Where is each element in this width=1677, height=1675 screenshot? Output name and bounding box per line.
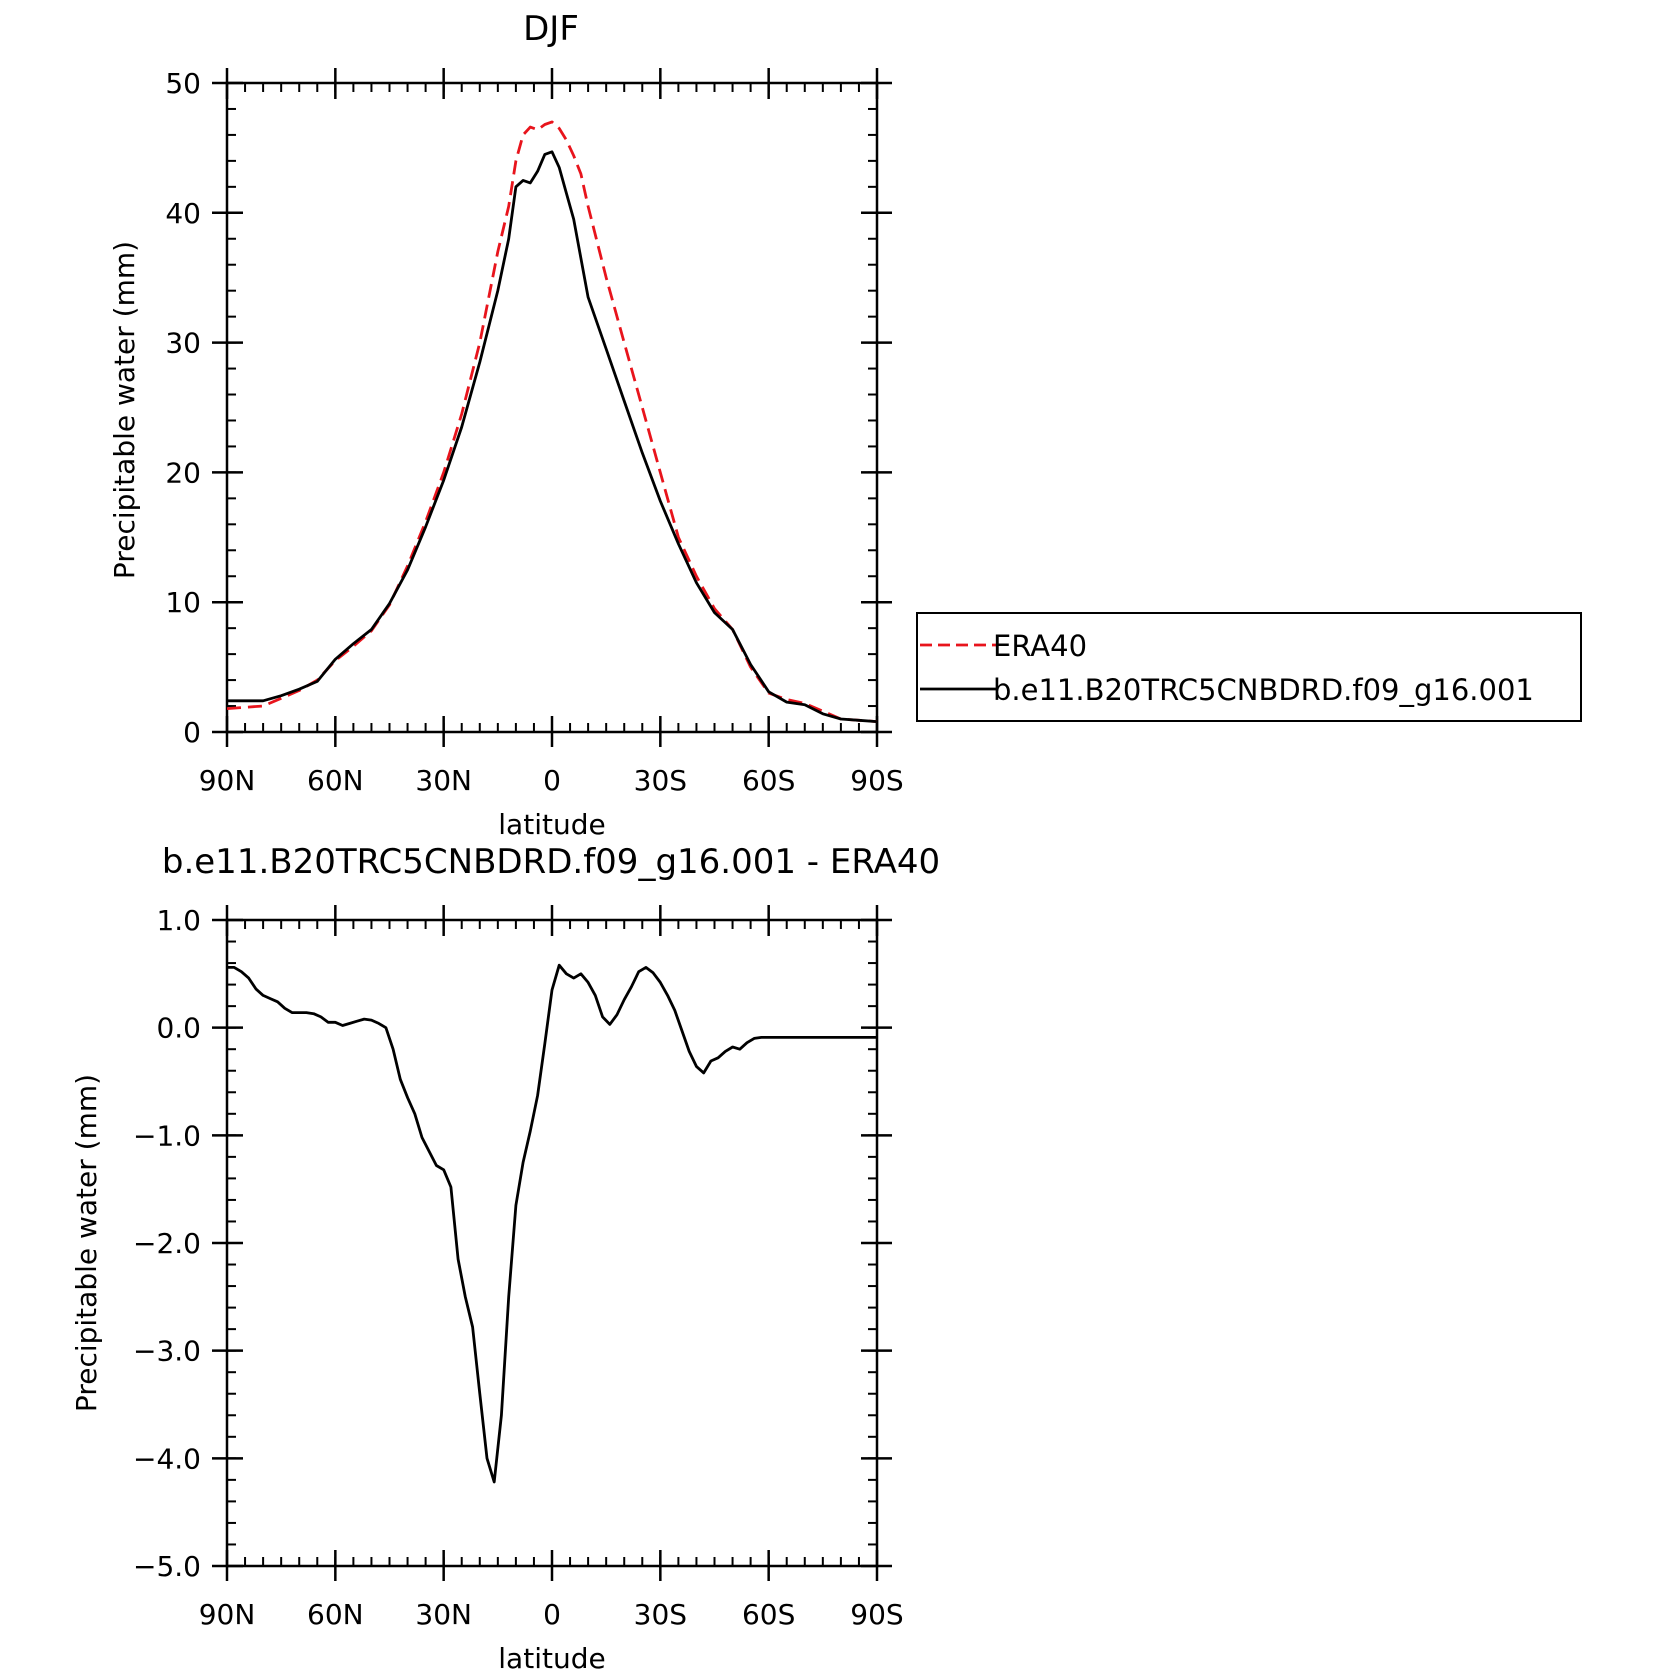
top-panel-title: DJF bbox=[523, 9, 579, 49]
bottom-x-tick-label: 90N bbox=[199, 1598, 256, 1631]
top-plot-frame bbox=[225, 81, 879, 734]
top-y-tick-label: 10 bbox=[165, 586, 201, 619]
legend-label-model: b.e11.B20TRC5CNBDRD.f09_g16.001 bbox=[993, 673, 1534, 707]
top-series-lines bbox=[226, 120, 878, 723]
top-x-tick-label: 30S bbox=[634, 764, 687, 797]
bottom-series-line-difference bbox=[227, 963, 877, 1484]
bottom-ticks bbox=[212, 905, 892, 1581]
top-x-tick-label: 0 bbox=[543, 764, 561, 797]
top-x-tick-label: 60S bbox=[742, 764, 795, 797]
top-y-tick-label: 30 bbox=[165, 327, 201, 360]
bottom-x-tick-label: 60N bbox=[307, 1598, 364, 1631]
bottom-panel: b.e11.B20TRC5CNBDRD.f09_g16.001 - ERA40 … bbox=[70, 842, 940, 1675]
top-series-line-era40 bbox=[226, 120, 878, 723]
bottom-y-tick-label: 1.0 bbox=[156, 904, 201, 937]
top-panel: DJF 90N 60N 30N 0 30S 60S 90S 0 10 20 30 40 50 lati… bbox=[108, 9, 1582, 841]
bottom-y-tick-label: −4.0 bbox=[133, 1442, 201, 1475]
bottom-x-tick-label: 60S bbox=[742, 1598, 795, 1631]
top-x-tick-label: 30N bbox=[415, 764, 472, 797]
top-y-tick-labels: 0 10 20 30 40 50 bbox=[165, 67, 201, 749]
top-y-tick-label: 20 bbox=[165, 456, 201, 489]
bottom-x-tick-label: 0 bbox=[543, 1598, 561, 1631]
top-y-tick-label: 0 bbox=[183, 716, 201, 749]
bottom-panel-title: b.e11.B20TRC5CNBDRD.f09_g16.001 - ERA40 bbox=[162, 842, 940, 882]
bottom-x-tick-label: 30N bbox=[415, 1598, 472, 1631]
top-y-tick-label: 50 bbox=[165, 67, 201, 100]
bottom-x-tick-labels: 90N 60N 30N 0 30S 60S 90S bbox=[199, 1598, 904, 1631]
bottom-y-axis-label: Precipitable water (mm) bbox=[70, 1074, 103, 1412]
top-y-tick-label: 40 bbox=[165, 197, 201, 230]
bottom-y-tick-label: −3.0 bbox=[133, 1335, 201, 1368]
bottom-y-tick-label: −1.0 bbox=[133, 1119, 201, 1152]
top-series-line-model bbox=[227, 150, 878, 723]
bottom-series-lines bbox=[227, 963, 877, 1484]
bottom-x-axis-label: latitude bbox=[498, 1642, 605, 1675]
bottom-x-tick-label: 30S bbox=[634, 1598, 687, 1631]
bottom-y-tick-label: −5.0 bbox=[133, 1550, 201, 1583]
bottom-plot-frame bbox=[225, 918, 879, 1568]
top-x-tick-label: 90S bbox=[850, 764, 903, 797]
top-x-axis-label: latitude bbox=[498, 808, 605, 841]
top-y-axis-label: Precipitable water (mm) bbox=[108, 241, 141, 579]
bottom-x-tick-label: 90S bbox=[850, 1598, 903, 1631]
bottom-y-tick-label: 0.0 bbox=[156, 1012, 201, 1045]
top-x-tick-labels: 90N 60N 30N 0 30S 60S 90S bbox=[199, 764, 904, 797]
top-x-tick-label: 90N bbox=[199, 764, 256, 797]
legend-box bbox=[916, 612, 1582, 722]
top-x-tick-label: 60N bbox=[307, 764, 364, 797]
legend-label-era40: ERA40 bbox=[993, 629, 1087, 663]
bottom-y-tick-label: −2.0 bbox=[133, 1227, 201, 1260]
bottom-y-tick-labels: 1.0 0.0 −1.0 −2.0 −3.0 −4.0 −5.0 bbox=[133, 904, 201, 1583]
legend: ERA40 b.e11.B20TRC5CNBDRD.f09_g16.001 bbox=[916, 612, 1582, 722]
top-ticks bbox=[212, 68, 892, 747]
